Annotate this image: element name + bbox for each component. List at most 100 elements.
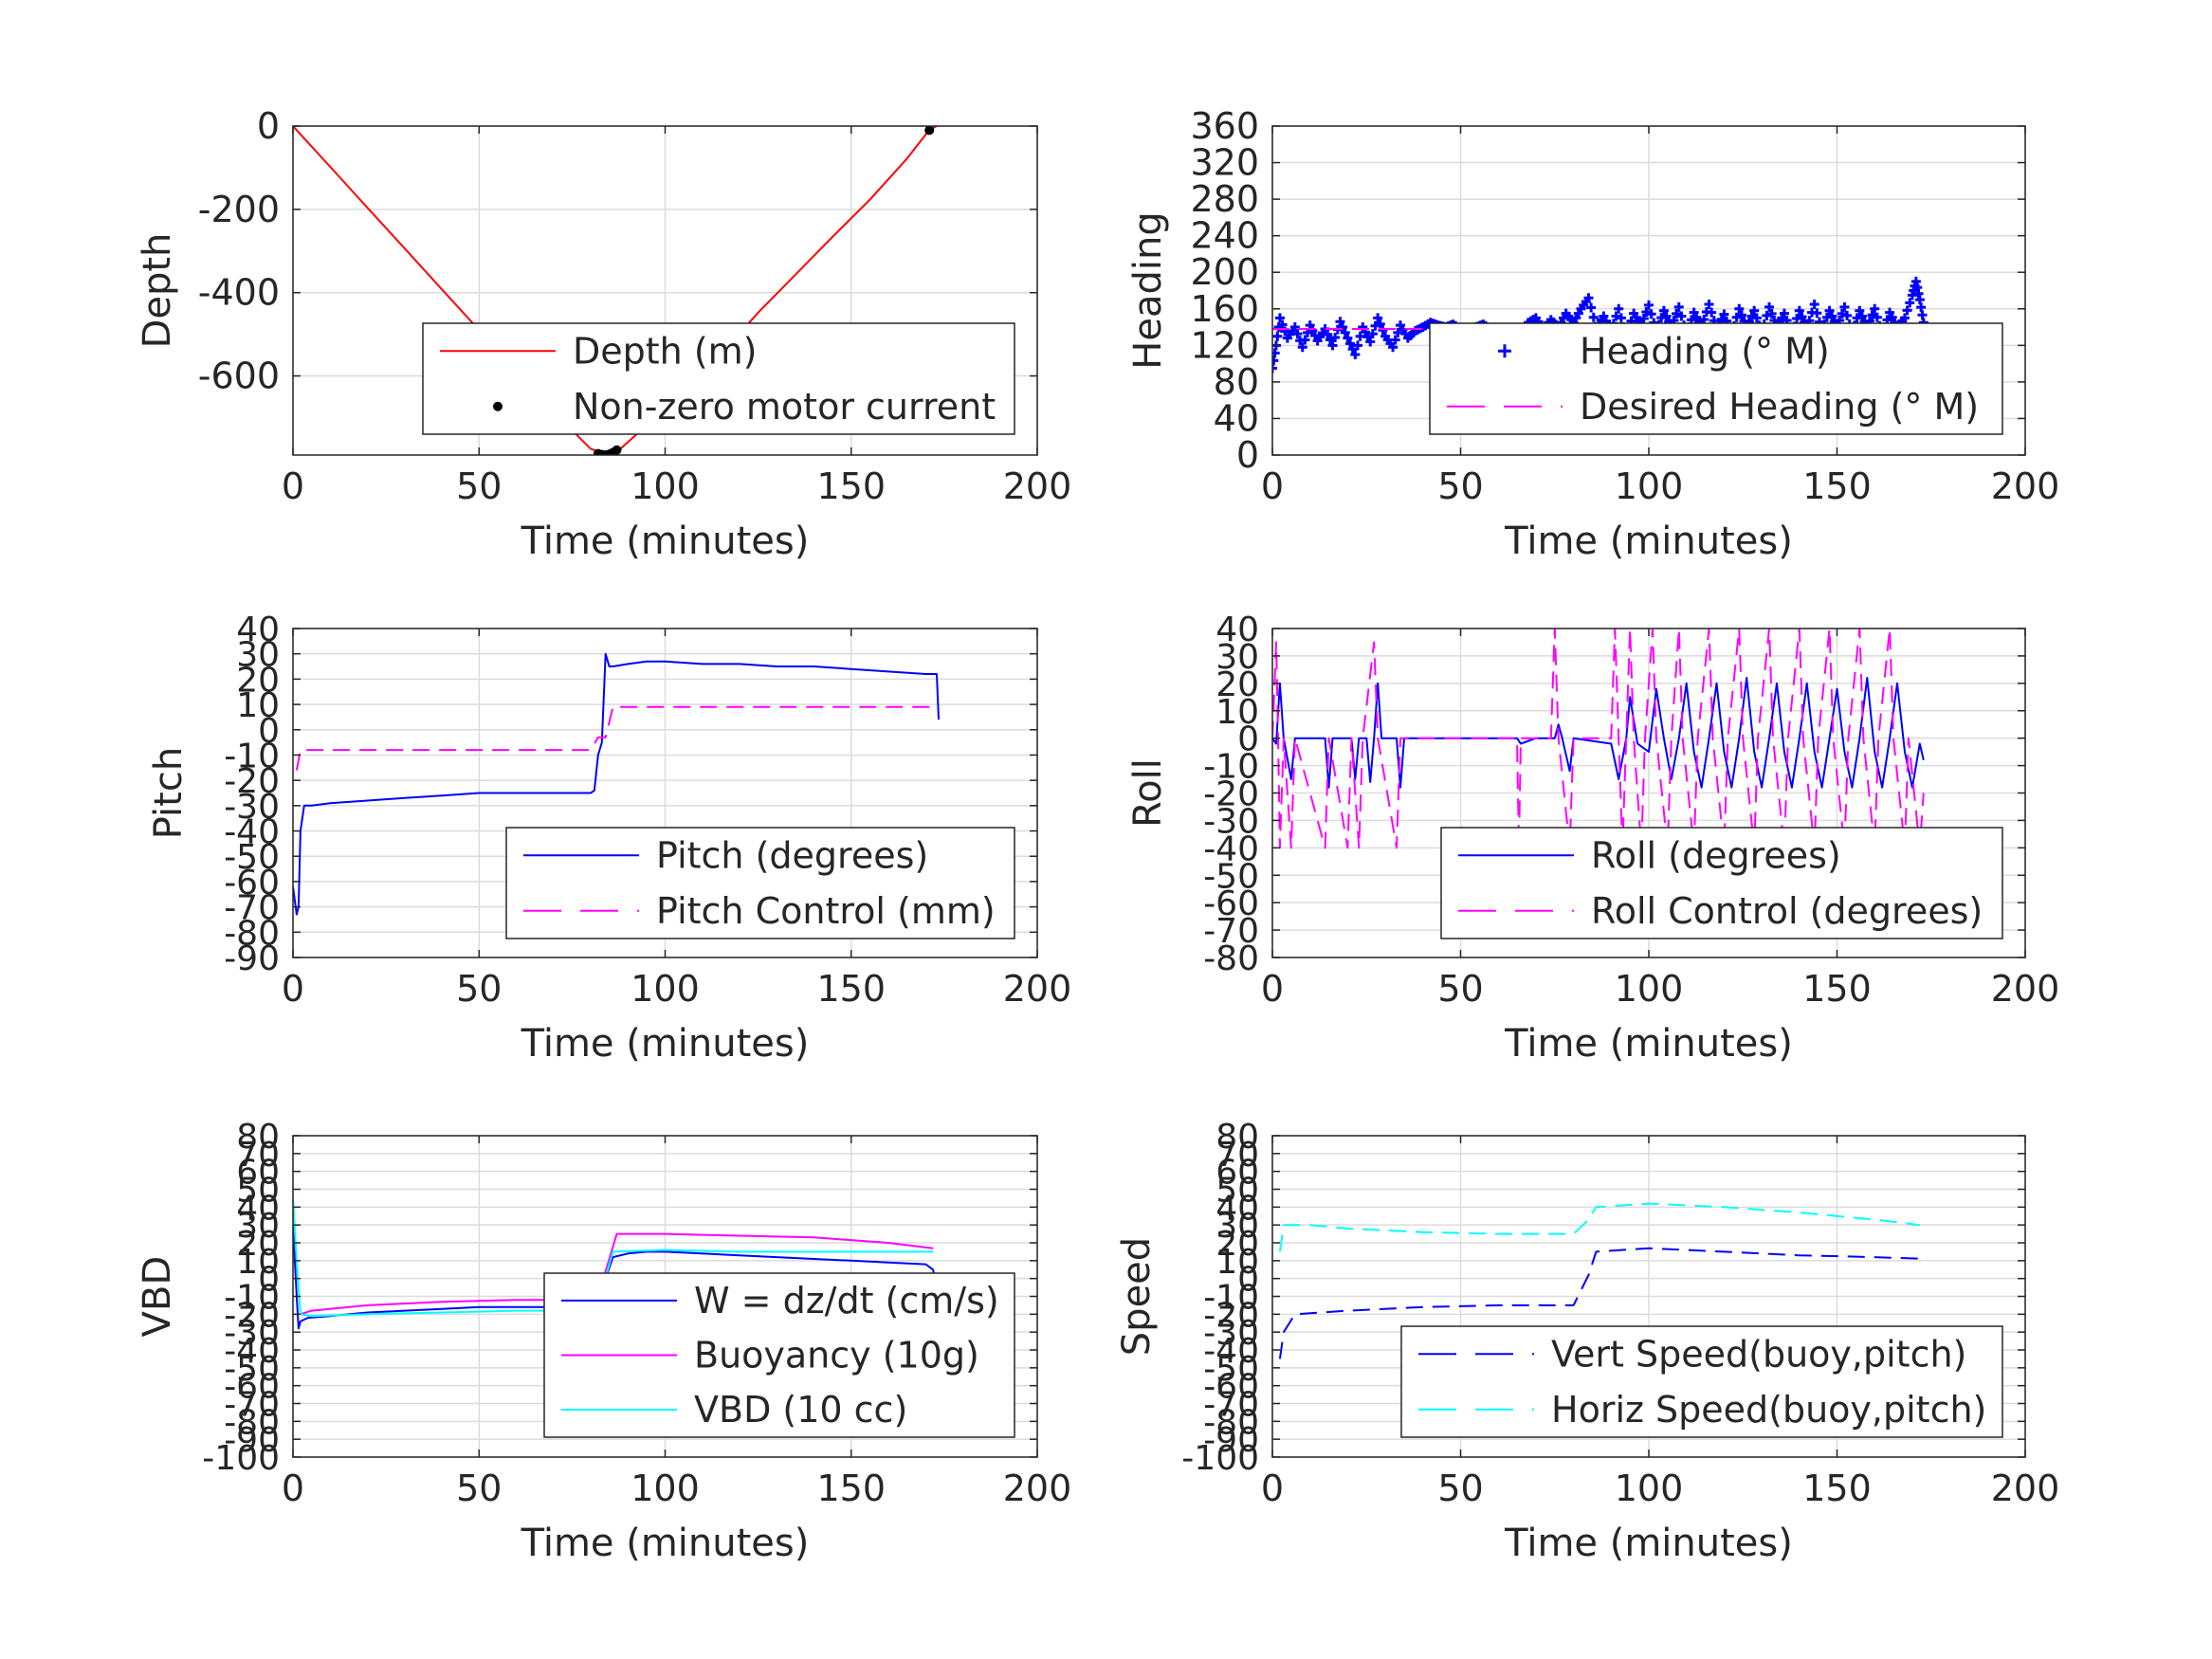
y-tick-label: 200 — [1190, 251, 1259, 293]
y-tick-label: 80 — [1214, 361, 1259, 403]
legend-label: Depth (m) — [573, 330, 758, 372]
data-point — [1902, 305, 1912, 316]
data-point — [1751, 313, 1762, 323]
legend: Depth (m) Non-zero motor current — [422, 322, 1015, 435]
data-point — [1325, 335, 1335, 345]
data-point — [1736, 310, 1746, 320]
y-tick-label: 160 — [1190, 288, 1259, 330]
legend-box — [422, 322, 1015, 435]
data-point — [1870, 303, 1880, 314]
y-tick-label: -50 — [1203, 857, 1259, 896]
data-point — [1345, 338, 1356, 349]
y-tick-label: -200 — [198, 189, 280, 230]
y-tick-label: 30 — [236, 1207, 280, 1246]
data-point — [1797, 312, 1807, 322]
y-axis-label: Depth — [136, 233, 179, 349]
y-tick-label: -50 — [224, 838, 280, 877]
y-axis-label: Roll — [1126, 758, 1170, 828]
y-tick-label: -40 — [1203, 1332, 1259, 1371]
x-tick-label: 0 — [282, 968, 304, 1010]
y-tick-label: -30 — [1203, 802, 1259, 841]
data-point — [1365, 337, 1376, 347]
data-point — [1885, 307, 1895, 318]
legend-label: Roll Control (degrees) — [1591, 890, 1983, 932]
y-tick-label: 120 — [1190, 324, 1259, 366]
y-tick-label: -10 — [1203, 1279, 1259, 1318]
data-point — [1689, 307, 1699, 318]
chart-roll: 0 50 100 150 200403020100-10-20-30-40-50-60-… — [1126, 611, 2059, 1066]
x-tick-label: 100 — [631, 465, 700, 507]
data-point — [1272, 331, 1283, 341]
y-axis-label: VBD — [136, 1256, 179, 1338]
y-tick-label: -20 — [224, 762, 280, 801]
chart-pitch: 0 50 100 150 200403020100-10-20-30-40-50-60-… — [147, 611, 1071, 1066]
y-tick-label: -20 — [1203, 775, 1259, 814]
legend-box — [1429, 322, 2003, 435]
data-point — [1638, 314, 1649, 324]
data-point — [1274, 313, 1285, 323]
y-tick-label: 360 — [1190, 105, 1259, 147]
x-tick-label: 50 — [1437, 968, 1483, 1010]
chart-speed: 0 50 100 150 20080706050403020100-10-20-30-4… — [1115, 1118, 2059, 1565]
data-point — [1661, 311, 1672, 321]
y-tick-label: -90 — [1203, 1421, 1259, 1460]
chart-heading: 0 50 100 150 20004080120160200240280320360Ti… — [1126, 105, 2059, 563]
data-point — [1323, 329, 1333, 339]
data-point — [1707, 307, 1717, 318]
data-point — [1373, 313, 1383, 323]
y-tick-label: 40 — [236, 1189, 280, 1228]
data-point — [1872, 312, 1882, 322]
x-tick-label: 100 — [1615, 1468, 1684, 1509]
legend-label: Pitch (degrees) — [656, 834, 928, 876]
y-tick-label: -50 — [224, 1350, 280, 1389]
data-point — [1867, 310, 1877, 320]
x-tick-label: 50 — [456, 1468, 502, 1509]
data-point — [1378, 325, 1388, 336]
y-tick-label: 50 — [1216, 1172, 1259, 1211]
x-tick-label: 150 — [1802, 465, 1872, 507]
series-horiz-speed-buoy-pitch — [1278, 1202, 1920, 1252]
data-point — [1794, 305, 1804, 316]
data-point — [1827, 311, 1837, 321]
series-pitch-degrees — [293, 652, 940, 916]
chart-vbd: 0 50 100 150 20080706050403020100-10-20-30-4… — [136, 1118, 1071, 1565]
data-point — [1792, 314, 1802, 324]
x-axis-label: Time (minutes) — [1504, 520, 1793, 563]
data-point — [612, 445, 622, 455]
data-point — [1824, 305, 1835, 316]
data-point — [1691, 312, 1702, 322]
y-tick-label: -10 — [224, 737, 280, 775]
series-pitch-control-mm — [295, 705, 937, 771]
y-tick-label: 10 — [236, 1243, 280, 1282]
y-tick-label: 0 — [1236, 434, 1259, 476]
x-tick-label: 150 — [816, 465, 886, 507]
data-point — [1855, 305, 1865, 316]
series-group — [293, 126, 938, 455]
x-axis-label: Time (minutes) — [1504, 1022, 1793, 1066]
data-point — [1370, 320, 1380, 331]
data-point — [1292, 329, 1303, 339]
y-tick-label: 70 — [236, 1136, 280, 1175]
y-tick-label: 20 — [236, 1225, 280, 1264]
y-tick-label: -20 — [1203, 1296, 1259, 1335]
x-tick-label: 100 — [631, 968, 700, 1010]
y-tick-label: 80 — [1216, 1118, 1259, 1157]
x-tick-label: 200 — [1003, 465, 1072, 507]
data-point — [1887, 312, 1897, 322]
x-tick-label: 50 — [456, 968, 502, 1010]
x-tick-label: 200 — [1003, 968, 1072, 1010]
x-tick-label: 100 — [631, 1468, 700, 1509]
y-axis-label: Speed — [1115, 1237, 1159, 1356]
y-tick-label: 240 — [1190, 215, 1259, 257]
y-tick-label: 10 — [1216, 693, 1259, 732]
data-point — [1809, 299, 1819, 309]
x-axis-label: Time (minutes) — [521, 1522, 810, 1565]
series-group — [293, 652, 940, 916]
legend: Pitch (degrees) Pitch Control (mm) — [505, 827, 1015, 939]
y-tick-label: -60 — [1203, 884, 1259, 923]
x-tick-label: 0 — [282, 1468, 304, 1509]
data-point — [1746, 311, 1757, 321]
x-tick-label: 150 — [816, 1468, 886, 1509]
data-point — [1658, 305, 1669, 316]
